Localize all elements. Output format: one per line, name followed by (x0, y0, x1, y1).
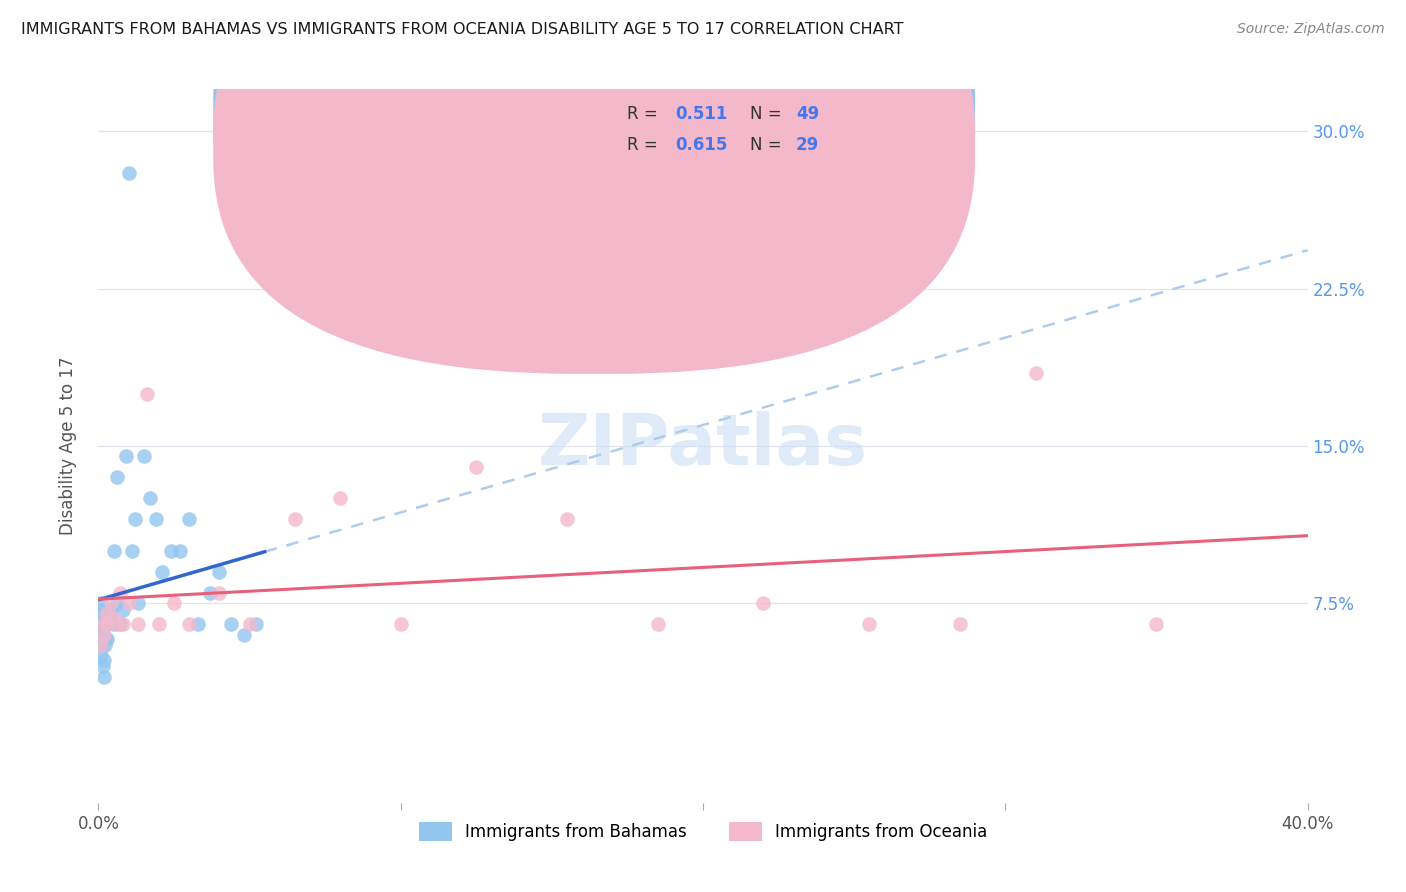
Point (647, 617, 669, 632)
Point (200, 586, 222, 600)
Point (284, 512, 307, 526)
Point (103, 611, 125, 625)
Point (94, 607, 117, 621)
Point (105, 596, 128, 610)
Point (93, 670, 115, 684)
Y-axis label: Disability Age 5 to 17: Disability Age 5 to 17 (59, 357, 77, 535)
Point (108, 586, 131, 600)
Point (90, 617, 112, 632)
FancyBboxPatch shape (214, 0, 976, 374)
Point (163, 596, 186, 610)
Point (208, 565, 231, 579)
Point (105, 617, 128, 632)
Point (91, 611, 114, 625)
Point (91, 622, 114, 636)
FancyBboxPatch shape (214, 0, 976, 343)
Text: 0.511: 0.511 (675, 105, 727, 123)
Text: Source: ZipAtlas.com: Source: ZipAtlas.com (1237, 22, 1385, 37)
Text: 0.615: 0.615 (675, 136, 727, 153)
Point (124, 512, 146, 526)
Point (114, 450, 136, 464)
Text: N =: N = (751, 136, 787, 153)
Point (1024, 366, 1046, 380)
Point (90, 639, 112, 653)
Point (90, 628, 112, 642)
Text: IMMIGRANTS FROM BAHAMAS VS IMMIGRANTS FROM OCEANIA DISABILITY AGE 5 TO 17 CORREL: IMMIGRANTS FROM BAHAMAS VS IMMIGRANTS FR… (21, 22, 904, 37)
Point (135, 386, 157, 401)
Point (91, 617, 114, 632)
Point (93, 653, 115, 667)
Point (90, 596, 112, 610)
Point (91, 639, 114, 653)
Point (96, 607, 118, 621)
Text: 29: 29 (796, 136, 820, 153)
Point (93, 617, 115, 632)
Point (127, 617, 149, 632)
Point (329, 491, 352, 506)
Point (96, 617, 118, 632)
Point (91, 659, 114, 673)
Point (91, 632, 114, 646)
Point (239, 617, 262, 632)
Point (93, 628, 115, 642)
Point (94, 632, 117, 646)
Point (127, 596, 149, 610)
Point (150, 565, 173, 579)
Text: N =: N = (751, 105, 787, 123)
Point (105, 470, 128, 484)
Point (148, 617, 170, 632)
Point (118, 166, 141, 180)
Point (389, 617, 412, 632)
Point (111, 617, 134, 632)
Point (90, 648, 112, 663)
Point (160, 544, 183, 558)
Point (179, 617, 201, 632)
Point (1144, 617, 1167, 632)
Point (145, 512, 167, 526)
Point (752, 596, 775, 610)
Point (208, 586, 231, 600)
Point (96, 617, 118, 632)
Point (555, 512, 578, 526)
Point (121, 544, 143, 558)
Point (100, 596, 122, 610)
Point (93, 607, 115, 621)
Point (94, 617, 117, 632)
Point (111, 603, 134, 617)
Point (100, 611, 122, 625)
Point (91, 607, 114, 621)
Point (245, 617, 267, 632)
Point (232, 628, 254, 642)
Point (169, 544, 191, 558)
Point (90, 607, 112, 621)
Text: 49: 49 (796, 105, 820, 123)
Text: ZIPatlas: ZIPatlas (538, 411, 868, 481)
Point (96, 632, 118, 646)
Point (103, 617, 125, 632)
Point (858, 617, 880, 632)
Point (94, 639, 117, 653)
Point (100, 603, 122, 617)
Point (179, 512, 201, 526)
Point (132, 450, 155, 464)
Point (465, 460, 488, 475)
Point (103, 544, 125, 558)
Point (108, 617, 131, 632)
Point (91, 603, 114, 617)
Point (118, 596, 141, 610)
Text: R =: R = (627, 136, 662, 153)
Legend: Immigrants from Bahamas, Immigrants from Oceania: Immigrants from Bahamas, Immigrants from… (412, 815, 994, 848)
Point (187, 617, 209, 632)
Point (93, 628, 115, 642)
Point (949, 617, 972, 632)
Point (139, 491, 162, 506)
Point (221, 617, 243, 632)
Text: R =: R = (627, 105, 662, 123)
FancyBboxPatch shape (564, 96, 884, 178)
